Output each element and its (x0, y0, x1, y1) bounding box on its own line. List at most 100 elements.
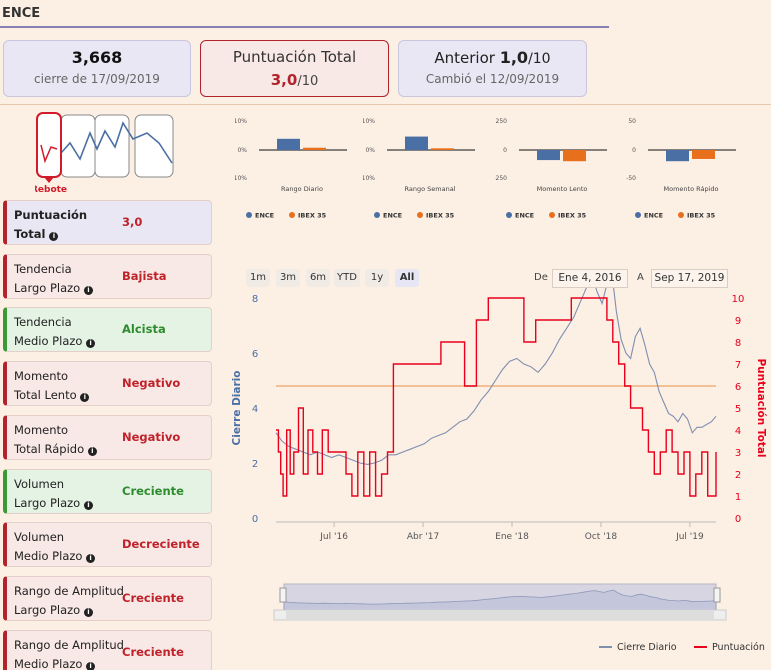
close-price-caption: cierre de 17/09/2019 (34, 72, 160, 86)
right-axis-tick: 6 (735, 382, 741, 393)
y-tick-label: 0% (237, 147, 247, 154)
y-tick-label: 50 (628, 118, 636, 125)
legend-price-label: Cierre Diario (617, 642, 677, 653)
info-icon[interactable]: i (83, 500, 93, 510)
left-axis-tick: 2 (252, 459, 258, 470)
left-axis-tick: 4 (252, 404, 258, 415)
legend-label-ence: ENCE (515, 212, 534, 220)
indicator-label: Tendencia Largo Plazo i (14, 260, 93, 298)
indicator-value: Negativo (122, 429, 181, 444)
y-tick-label: 10% (235, 118, 247, 125)
info-icon[interactable]: i (83, 607, 93, 617)
mini-chart-title: Momento Rápido (663, 185, 718, 193)
date-to-input[interactable]: Sep 17, 2019 (651, 269, 728, 288)
bar-ibex (303, 147, 326, 150)
title-underline (0, 26, 609, 28)
close-price-card: 3,668 cierre de 17/09/2019 (3, 40, 191, 97)
info-icon[interactable]: i (49, 232, 59, 241)
indicator-value: Decreciente (122, 537, 200, 552)
range-button-ytd[interactable]: YTD (334, 269, 360, 287)
mini-chart-rango-diario: 10% 0% -10% Rango Diario ENCE IBEX 35 (235, 118, 347, 220)
bar-ibex (563, 150, 586, 162)
y-tick-label: -10% (235, 175, 247, 182)
y-tick-label: 0 (632, 147, 636, 154)
x-tick-label: Jul '19 (675, 532, 704, 542)
indicator-value: Bajista (122, 268, 167, 283)
bar-ence (277, 138, 300, 150)
legend-label-ibex: IBEX 35 (687, 212, 716, 220)
y-tick-label: -50 (626, 175, 636, 182)
right-axis-tick: 8 (735, 338, 741, 349)
price-series-line (275, 288, 717, 465)
legend-label-ence: ENCE (644, 212, 663, 220)
range-button-3m[interactable]: 3m (276, 269, 300, 287)
previous-score-caption: Cambió el 12/09/2019 (425, 72, 560, 86)
date-from-label: De (534, 272, 548, 283)
right-axis-tick: 3 (735, 448, 741, 459)
indicator-value: Creciente (122, 590, 184, 605)
x-tick-label: Jul '16 (319, 532, 348, 542)
left-axis-tick: 6 (252, 349, 258, 360)
navigator-handle-left (279, 587, 287, 603)
range-button-all[interactable]: All (395, 269, 419, 287)
left-axis-tick: 8 (252, 294, 258, 305)
legend-dot-ibex (417, 212, 423, 218)
date-from-input[interactable]: Ene 4, 2016 (552, 269, 628, 288)
indicator-value: Creciente (122, 483, 184, 498)
x-tick-label: Ene '18 (495, 532, 529, 542)
left-axis-title: Cierre Diario (231, 371, 243, 446)
legend-label-ence: ENCE (255, 212, 274, 220)
pattern-label: Rebote (35, 185, 67, 195)
indicator-label: Momento Total Lento i (14, 367, 90, 405)
indicator-row[interactable]: Volumen Medio Plazo i Decreciente (3, 522, 212, 568)
indicator-label: Rango de Amplitud Medio Plazo i (14, 637, 124, 670)
info-icon[interactable]: i (86, 554, 96, 564)
indicator-label: Volumen Largo Plazo i (14, 475, 93, 513)
bar-ence (666, 150, 689, 162)
total-score-card: Puntuación Total 3,0/10 (200, 40, 389, 97)
main-price-score-chart[interactable]: 0 2 4 6 8 0 1 2 3 4 5 6 7 8 9 10 Jul '16 Abr '17 Ene '18 Oc… (228, 288, 771, 670)
indicator-row[interactable]: Momento Total Rápido i Negativo (3, 414, 212, 460)
legend-label-ibex: IBEX 35 (426, 212, 455, 220)
indicator-row[interactable]: Tendencia Medio Plazo i Alcista (3, 307, 212, 353)
range-button-1m[interactable]: 1m (246, 269, 270, 287)
legend-dot-ibex (549, 212, 555, 218)
indicator-row[interactable]: Rango de Amplitud Largo Plazo i Creciente (3, 575, 212, 621)
navigator-scrollbar-thumb (286, 611, 714, 619)
info-icon[interactable]: i (86, 661, 96, 670)
bar-ibex (692, 150, 715, 159)
indicator-label: Tendencia Medio Plazo i (14, 313, 96, 351)
info-icon[interactable]: i (80, 393, 90, 403)
legend-label-ibex: IBEX 35 (558, 212, 587, 220)
legend-dot-ence (246, 212, 252, 218)
close-price-value: 3,668 (71, 48, 123, 67)
indicator-row[interactable]: Volumen Largo Plazo i Creciente (3, 468, 212, 514)
mini-chart-title: Rango Semanal (405, 185, 456, 193)
left-axis-tick: 0 (252, 514, 258, 525)
y-tick-label: -250 (495, 175, 507, 182)
indicator-row[interactable]: Rango de Amplitud Medio Plazo i Creciente (3, 629, 212, 670)
info-icon[interactable]: i (87, 446, 97, 456)
previous-score-prefix: Anterior (434, 49, 500, 67)
range-button-6m[interactable]: 6m (306, 269, 330, 287)
right-axis-tick: 2 (735, 470, 741, 481)
right-axis-tick: 10 (732, 294, 745, 305)
indicator-row[interactable]: Tendencia Largo Plazo i Bajista (3, 253, 212, 299)
bar-ibex (431, 148, 454, 150)
indicator-label: Rango de Amplitud Largo Plazo i (14, 583, 124, 617)
y-tick-label: -10% (363, 175, 375, 182)
info-icon[interactable]: i (86, 339, 96, 349)
y-tick-label: 10% (363, 118, 375, 125)
legend-dot-ence (506, 212, 512, 218)
indicator-row[interactable]: Momento Total Lento i Negativo (3, 361, 212, 407)
legend-score-label: Puntuación (712, 642, 765, 653)
indicator-value: 3,0 (122, 215, 143, 229)
info-icon[interactable]: i (83, 285, 93, 295)
indicator-value: Alcista (122, 322, 166, 337)
indicator-row[interactable]: Puntuación Total i 3,0 (3, 200, 212, 245)
range-button-1y[interactable]: 1y (365, 269, 389, 287)
total-score-title: Puntuación Total (232, 48, 357, 66)
legend-dot-ence (635, 212, 641, 218)
legend-dot-ence (374, 212, 380, 218)
pattern-thumbnails[interactable]: Rebote (35, 111, 175, 196)
